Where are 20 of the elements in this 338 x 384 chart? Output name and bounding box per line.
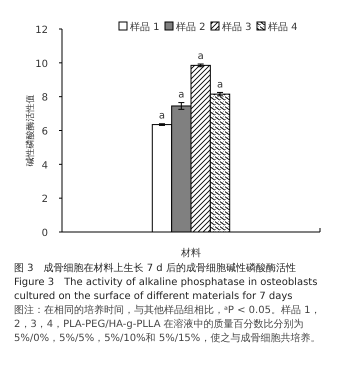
y-tick-label: 4 xyxy=(42,160,48,172)
text: 图 3 成骨细胞在材料上生长 7 d 后的成骨细胞碱性磷酸酶活性 xyxy=(14,262,297,276)
y-tick-label: 2 xyxy=(42,194,48,206)
y-tick-label: 8 xyxy=(42,92,48,104)
y-axis-title: 碱性磷酸酶活性值 xyxy=(25,94,36,166)
y-tick-label: 12 xyxy=(35,25,48,36)
x-axis-title: 材料 xyxy=(180,247,201,259)
legend-label: 样品 1 xyxy=(130,21,160,33)
legend-label: 样品 3 xyxy=(222,21,252,33)
y-tick-label: 10 xyxy=(35,58,48,70)
legend-label: 样品 2 xyxy=(176,21,206,33)
annotation: a xyxy=(158,110,166,122)
annotation: a xyxy=(178,90,184,101)
text: 图注：在相同的培养时间，与其他样品组相比，ᵃP < 0.05。样品 1，2，3，4，PLA-PEG/HA-g-PLLA 在溶液中的质量百分数比分别为 5%/0%，5%/5%，5%/10%和 5%/15%，使之与成骨细胞共培养。 xyxy=(14,304,322,346)
annotation: a xyxy=(216,79,224,90)
text: Figure 3 The activity of alkaline phosphatase in osteoblasts cultured on the surface of different materials for 7 days xyxy=(14,276,318,304)
y-tick-label: 0 xyxy=(42,228,48,239)
y-tick-label: 6 xyxy=(42,126,48,138)
annotation: a xyxy=(198,51,204,62)
legend-label: 样品 4 xyxy=(268,21,298,33)
